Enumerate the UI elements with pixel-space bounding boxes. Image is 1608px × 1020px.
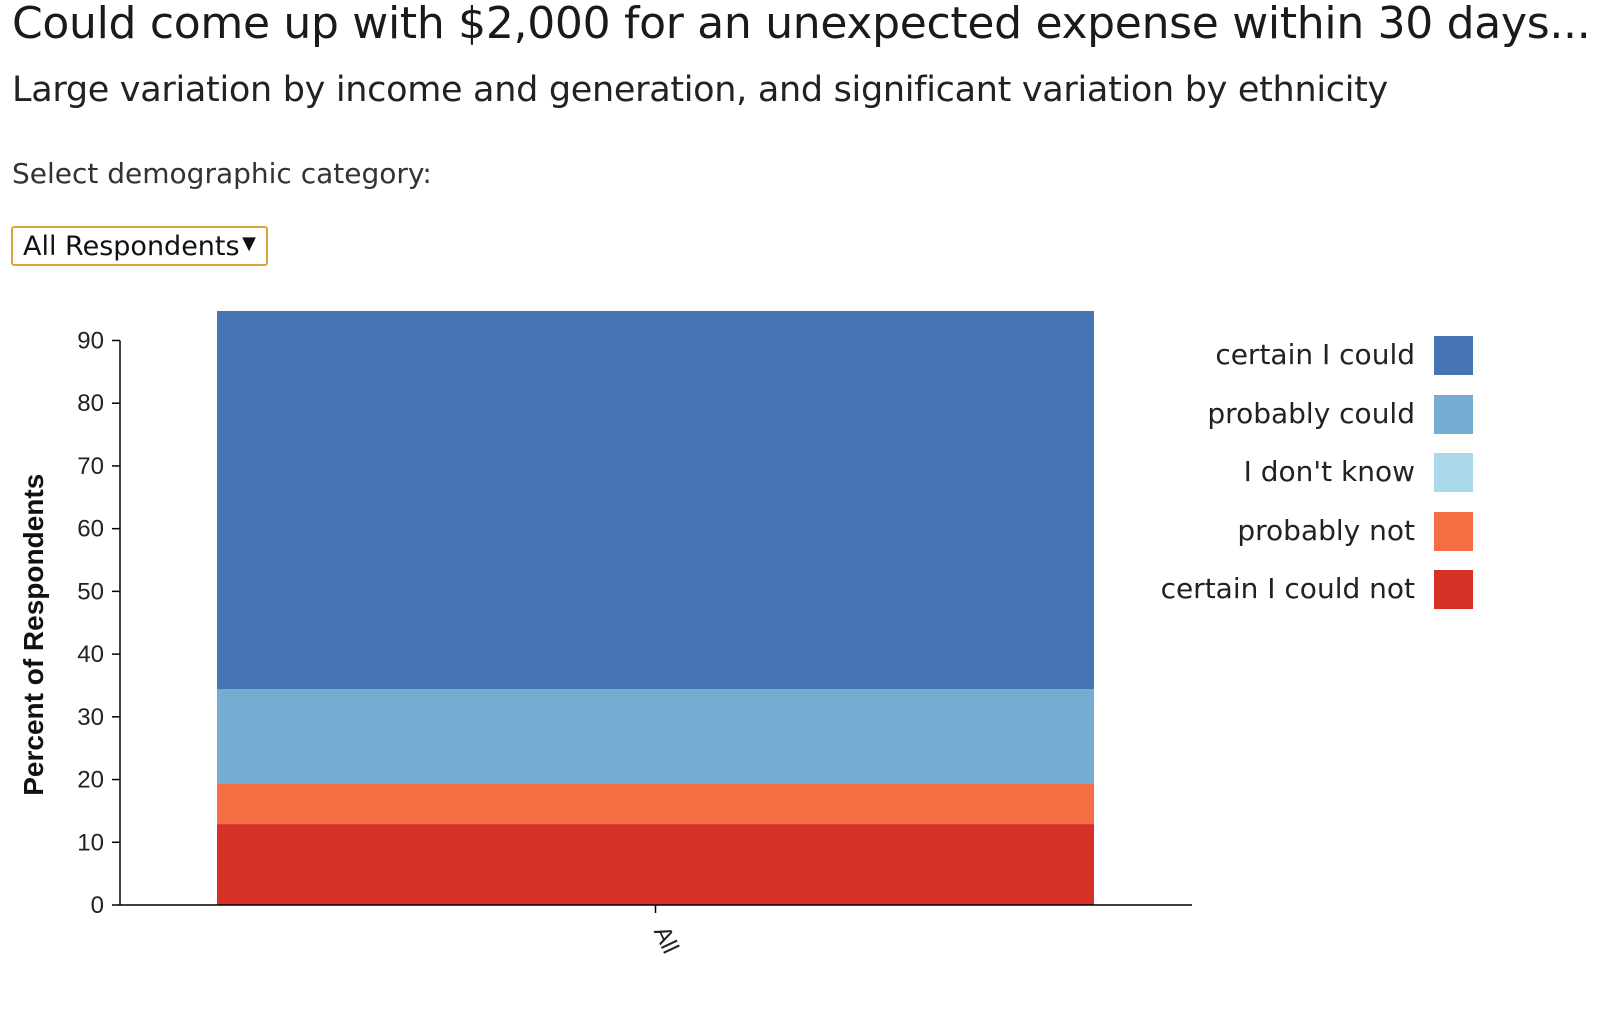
y-tick-label: 90 [77, 327, 104, 354]
y-tick-label: 10 [77, 829, 104, 856]
y-tick-label: 60 [77, 516, 104, 543]
legend-swatch [1434, 394, 1473, 434]
bar-segment-certain-i-could[interactable] [217, 311, 1094, 690]
y-tick-label: 80 [77, 390, 104, 417]
legend-swatch [1434, 570, 1473, 610]
y-tick-label: 50 [77, 578, 104, 605]
legend-item-certain-i-could-not[interactable]: certain I could not [1150, 570, 1473, 610]
bar-segment-certain-i-could-not[interactable] [217, 824, 1094, 905]
legend-label: certain I could not [1160, 572, 1415, 606]
legend-item-probably-could[interactable]: probably could [1150, 394, 1473, 435]
x-axis: All [120, 904, 1192, 958]
demographic-select-label: Select demographic category: [12, 157, 432, 190]
demographic-select[interactable]: All Respondents ▼ [11, 226, 268, 266]
legend-label: I don't know [1243, 455, 1415, 489]
bar-layer [217, 311, 1094, 905]
chart-title: Could come up with $2,000 for an unexpec… [12, 0, 1591, 49]
y-axis: 0 10 20 30 40 50 60 70 80 90 [77, 327, 121, 919]
bar-segment-probably-could[interactable] [217, 689, 1094, 784]
y-tick-label: 0 [91, 892, 104, 919]
y-tick-label: 20 [77, 767, 104, 794]
legend-swatch [1434, 453, 1473, 493]
y-tick-label: 40 [77, 641, 104, 668]
legend-swatch [1434, 336, 1473, 375]
legend-swatch [1434, 511, 1473, 551]
legend-label: certain I could [1215, 338, 1415, 371]
legend-item-probably-not[interactable]: probably not [1150, 511, 1473, 552]
y-tick-label: 30 [77, 704, 104, 731]
y-tick-label: 70 [77, 453, 104, 480]
legend-item-i-don-t-know[interactable]: I don't know [1150, 453, 1473, 493]
x-tick-label: All [648, 922, 684, 958]
triangle-down-icon: ▼ [242, 233, 256, 254]
y-axis-title: Percent of Respondents [18, 474, 49, 796]
legend-label: probably not [1237, 513, 1415, 547]
demographic-select-value: All Respondents [23, 231, 240, 262]
legend-item-certain-i-could[interactable]: certain I could [1150, 336, 1473, 376]
bar-segment-probably-not[interactable] [217, 783, 1094, 825]
chart-subtitle: Large variation by income and generation… [12, 70, 1388, 110]
legend-label: probably could [1207, 396, 1415, 430]
stacked-bar-chart: 0 10 20 30 40 50 60 70 80 90 All Percent of Respo… [18, 311, 1192, 958]
